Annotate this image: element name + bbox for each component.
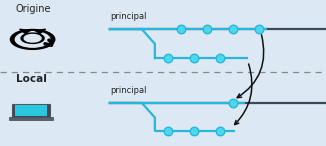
FancyBboxPatch shape <box>12 104 50 118</box>
Point <box>191 57 197 60</box>
Text: principal: principal <box>110 86 147 95</box>
Point <box>230 102 236 104</box>
Point <box>178 28 184 30</box>
Point <box>204 28 210 30</box>
Point <box>230 28 236 30</box>
Text: Origine: Origine <box>16 4 51 14</box>
Circle shape <box>10 29 55 49</box>
FancyBboxPatch shape <box>9 117 53 120</box>
Circle shape <box>21 33 44 43</box>
Circle shape <box>24 34 41 42</box>
Point <box>217 57 223 60</box>
Text: principal: principal <box>110 12 147 21</box>
Point <box>165 57 170 60</box>
Text: Local: Local <box>16 74 47 84</box>
FancyBboxPatch shape <box>15 105 47 116</box>
Point <box>257 28 262 30</box>
Polygon shape <box>20 29 30 34</box>
Circle shape <box>15 32 50 47</box>
Point <box>217 130 223 132</box>
FancyArrowPatch shape <box>237 35 264 98</box>
Polygon shape <box>35 29 46 34</box>
Point <box>165 130 170 132</box>
FancyArrowPatch shape <box>235 64 252 125</box>
Point <box>191 130 197 132</box>
